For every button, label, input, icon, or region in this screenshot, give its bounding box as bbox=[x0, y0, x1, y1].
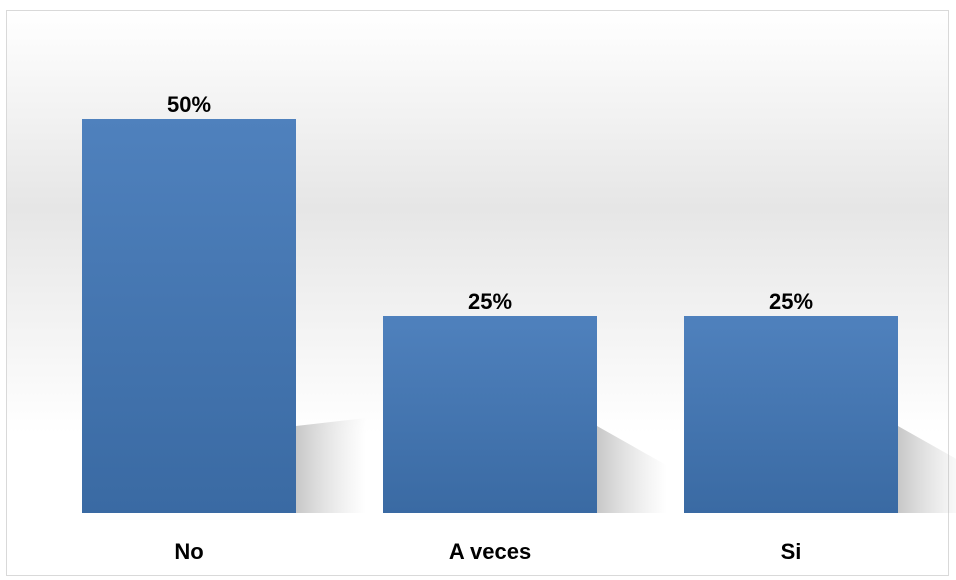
bar-si bbox=[684, 316, 898, 513]
data-label: 50% bbox=[167, 92, 211, 117]
bar-no bbox=[82, 119, 296, 513]
bar-a-veces bbox=[383, 316, 597, 513]
category-label: Si bbox=[781, 539, 802, 564]
category-label: A veces bbox=[449, 539, 531, 564]
data-label: 25% bbox=[769, 289, 813, 314]
data-label: 25% bbox=[468, 289, 512, 314]
category-label: No bbox=[174, 539, 203, 564]
bar-shadow bbox=[296, 418, 366, 513]
